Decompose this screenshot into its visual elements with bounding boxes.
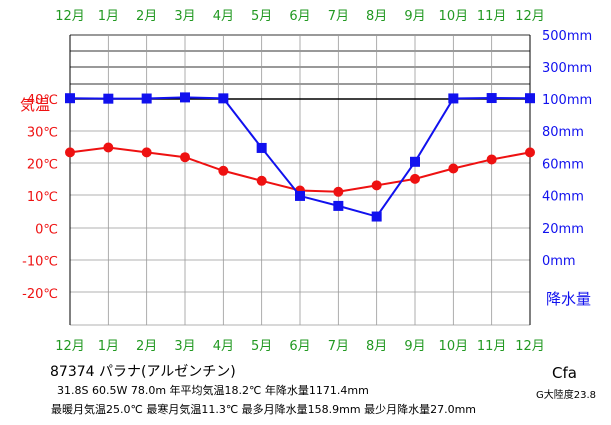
month-label-bottom: 5月 xyxy=(251,339,272,354)
station-coordinates-summary: 31.8S 60.5W 78.0m 年平均気温18.2℃ 年降水量1171.4m… xyxy=(57,384,369,397)
month-label-bottom: 2月 xyxy=(136,339,157,354)
month-label-bottom: 10月 xyxy=(439,339,469,354)
temperature-point xyxy=(256,175,267,186)
temperature-point xyxy=(371,180,382,191)
month-label-bottom: 4月 xyxy=(213,339,234,354)
temperature-tick-label: -20℃ xyxy=(22,287,58,302)
precipitation-point xyxy=(486,93,497,104)
month-label-top: 12月 xyxy=(55,9,85,24)
month-label-top: 4月 xyxy=(213,9,234,24)
temperature-series xyxy=(65,142,535,197)
month-label-top: 5月 xyxy=(251,9,272,24)
precipitation-point xyxy=(448,93,459,104)
continentality-index: G大陸度23.8 xyxy=(536,390,597,401)
month-label-bottom: 1月 xyxy=(98,339,119,354)
precipitation-point xyxy=(295,190,305,201)
month-label-bottom: 6月 xyxy=(289,339,310,354)
temperature-point xyxy=(218,165,229,176)
precipitation-point xyxy=(256,142,267,153)
precipitation-tick-label: 300mm xyxy=(542,61,592,76)
month-label-top: 7月 xyxy=(328,9,349,24)
month-label-top: 6月 xyxy=(289,9,310,24)
precipitation-tick-label: 500mm xyxy=(542,29,592,44)
temperature-point xyxy=(486,154,497,165)
temperature-point xyxy=(103,142,114,153)
temperature-tick-label: 0℃ xyxy=(35,222,58,237)
month-label-top: 1月 xyxy=(98,9,119,24)
precipitation-tick-label: 100mm xyxy=(542,93,592,108)
temperature-point xyxy=(180,152,190,163)
month-label-top: 11月 xyxy=(477,9,507,24)
temperature-point xyxy=(410,173,420,184)
precipitation-point xyxy=(410,156,420,167)
precipitation-point xyxy=(333,200,344,211)
month-label-bottom: 7月 xyxy=(328,339,349,354)
temperature-tick-label: 10℃ xyxy=(27,190,58,205)
grid xyxy=(69,34,531,326)
precipitation-tick-label: 0mm xyxy=(542,254,576,269)
month-label-bottom: 9月 xyxy=(404,339,425,354)
month-label-top: 8月 xyxy=(366,9,387,24)
temperature-tick-label: 30℃ xyxy=(27,125,58,140)
precipitation-tick-label: 40mm xyxy=(542,190,584,205)
precipitation-point xyxy=(218,93,229,104)
month-label-top: 2月 xyxy=(136,9,157,24)
precipitation-point xyxy=(103,93,114,104)
precipitation-axis-title: 降水量 xyxy=(546,290,591,308)
climate-classification: Cfa xyxy=(552,364,577,382)
temperature-axis-title: 気温 xyxy=(20,96,50,114)
month-label-bottom: 8月 xyxy=(366,339,387,354)
month-label-bottom: 12月 xyxy=(55,339,85,354)
month-label-top: 3月 xyxy=(174,9,195,24)
precipitation-point xyxy=(371,211,382,222)
precipitation-series xyxy=(65,92,535,222)
precipitation-tick-label: 80mm xyxy=(542,125,584,140)
temperature-point xyxy=(525,147,535,158)
temperature-point xyxy=(333,186,344,197)
temperature-point xyxy=(65,147,75,158)
month-label-bottom: 3月 xyxy=(174,339,195,354)
month-label-bottom: 11月 xyxy=(477,339,507,354)
temperature-tick-label: 20℃ xyxy=(27,158,58,173)
month-label-top: 12月 xyxy=(515,9,545,24)
precipitation-point xyxy=(180,92,190,103)
precipitation-point xyxy=(65,93,75,104)
precipitation-point xyxy=(525,93,535,104)
axis-labels: 12月 12月 1月 1月 2月 2月 3月 3月 4月 4月 5月 5月 6月 6月 7月 7月 8月 8月 9月… xyxy=(20,9,592,354)
precipitation-point xyxy=(141,93,152,104)
precipitation-tick-label: 60mm xyxy=(542,157,584,172)
temperature-point xyxy=(141,147,152,158)
month-label-bottom: 12月 xyxy=(515,339,545,354)
temperature-point xyxy=(448,163,459,174)
temperature-tick-label: -10℃ xyxy=(22,255,58,270)
month-label-top: 10月 xyxy=(439,9,469,24)
station-extremes-summary: 最暖月気温25.0℃ 最寒月気温11.3℃ 最多月降水量158.9mm 最少月降… xyxy=(51,403,477,416)
precipitation-tick-label: 20mm xyxy=(542,222,584,237)
temperature-tick-label: 40℃ xyxy=(27,93,58,108)
month-label-top: 9月 xyxy=(404,9,425,24)
station-id-name: 87374 パラナ(アルゼンチン) xyxy=(50,364,236,380)
